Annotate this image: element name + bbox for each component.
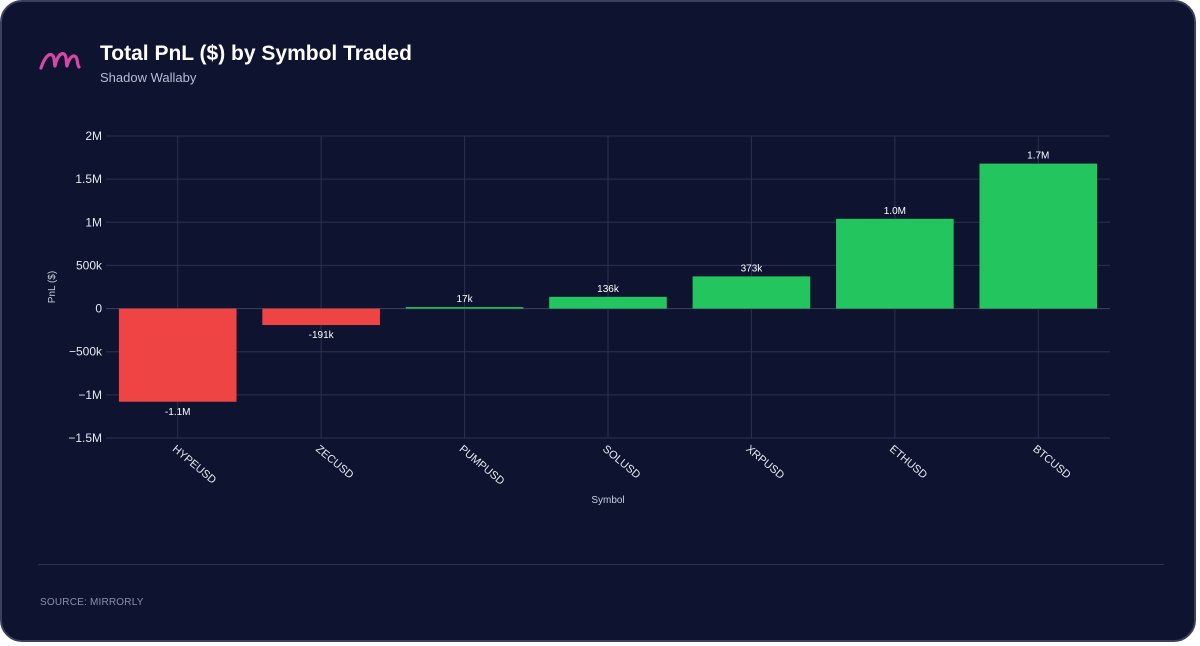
bar-hypeusd[interactable] <box>118 308 237 402</box>
y-tick-label: 0 <box>95 302 102 316</box>
data-label-pumpusd: 17k <box>457 294 474 305</box>
data-label-btcusd: 1.7M <box>1027 151 1049 162</box>
chart-bars <box>118 163 1098 402</box>
y-tick-label: −500k <box>69 345 103 359</box>
bar-xrpusd[interactable] <box>692 276 811 309</box>
x-tick-label: BTCUSD <box>1030 443 1072 481</box>
y-tick-label: 2M <box>85 129 102 143</box>
x-axis-ticks: HYPEUSD ZECUSD PUMPUSD SOLUSD XRPUSD ETHUSD BT… <box>170 443 1073 488</box>
y-tick-label: −1M <box>78 388 102 402</box>
source-note: SOURCE: MIRRORLY <box>40 597 144 608</box>
y-tick-label: 500k <box>76 258 103 272</box>
chart-title: Total PnL ($) by Symbol Traded <box>100 42 412 65</box>
y-tick-label: −1.5M <box>68 431 102 445</box>
y-axis-ticks: 2M 1.5M 1M 500k 0 −500k −1M −1.5M <box>68 129 103 445</box>
bar-chart: -1.1M -191k 17k 136k 373k 1.0M 1.7M 2M 1.5M 1M 50… <box>47 129 1110 506</box>
chart-subtitle: Shadow Wallaby <box>100 70 197 85</box>
y-axis-label: PnL ($) <box>47 271 58 303</box>
data-label-xrpusd: 373k <box>741 263 764 274</box>
data-label-hypeusd: -1.1M <box>165 407 191 418</box>
x-axis-label: Symbol <box>591 495 624 506</box>
bar-ethusd[interactable] <box>836 218 954 309</box>
x-tick-label: SOLUSD <box>600 443 642 481</box>
y-tick-label: 1.5M <box>75 172 102 186</box>
x-tick-label: XRPUSD <box>744 443 787 482</box>
bar-solusd[interactable] <box>549 296 667 309</box>
bar-btcusd[interactable] <box>979 163 1098 309</box>
chart-grid <box>106 135 1110 439</box>
x-tick-label: ZECUSD <box>313 443 355 481</box>
data-label-ethusd: 1.0M <box>884 206 906 217</box>
footer-divider <box>38 564 1164 565</box>
data-label-zecusd: -191k <box>309 330 335 341</box>
bar-zecusd[interactable] <box>262 308 380 326</box>
mirrorly-m-logo-icon <box>39 52 81 70</box>
x-tick-label: ETHUSD <box>887 443 929 481</box>
chart-data-labels: -1.1M -191k 17k 136k 373k 1.0M 1.7M <box>165 151 1049 418</box>
bar-pumpusd[interactable] <box>405 307 524 309</box>
x-tick-label: HYPEUSD <box>170 443 218 486</box>
data-label-solusd: 136k <box>597 284 620 295</box>
y-tick-label: 1M <box>85 215 102 229</box>
x-tick-label: PUMPUSD <box>457 443 507 488</box>
